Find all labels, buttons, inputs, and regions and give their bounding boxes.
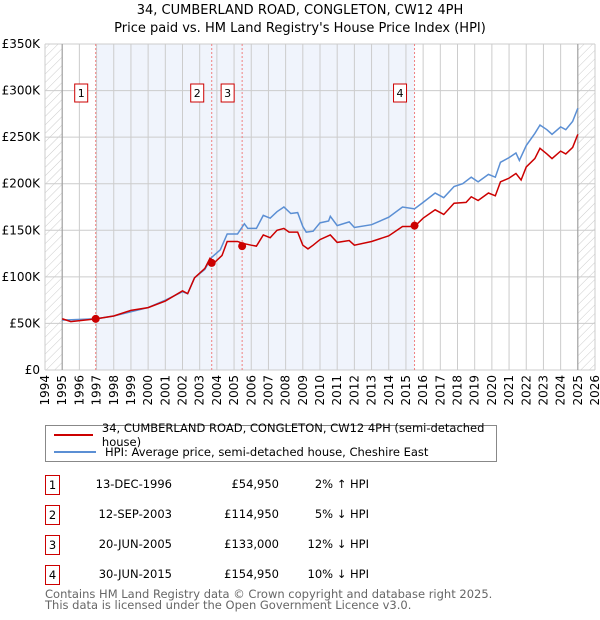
x-tick-label: 2016 bbox=[416, 375, 430, 406]
x-tick-label: 1995 bbox=[55, 375, 69, 406]
x-tick-label: 1994 bbox=[38, 375, 52, 406]
x-tick-label: 2014 bbox=[382, 375, 396, 406]
sale-price: £54,950 bbox=[231, 477, 279, 491]
x-tick-label: 2022 bbox=[519, 375, 533, 406]
sale-row: 3 20-JUN-2005 £133,000 12% ↓ HPI bbox=[45, 535, 445, 555]
x-tick-label: 2020 bbox=[485, 375, 499, 406]
x-tick-label: 2026 bbox=[588, 375, 600, 406]
sale-hpi-diff: 2% ↑ HPI bbox=[314, 477, 369, 491]
x-tick-label: 2011 bbox=[330, 375, 344, 406]
sale-date: 13-DEC-1996 bbox=[95, 477, 172, 491]
sale-number-badge: 4 bbox=[45, 565, 60, 585]
x-tick-label: 1999 bbox=[124, 375, 138, 406]
y-tick-label: £150K bbox=[2, 223, 42, 237]
x-tick-label: 2008 bbox=[279, 375, 293, 406]
x-tick-label: 2003 bbox=[193, 375, 207, 406]
sale-row: 2 12-SEP-2003 £114,950 5% ↓ HPI bbox=[45, 505, 445, 525]
x-tick-label: 2005 bbox=[227, 375, 241, 406]
legend-item-property: 34, CUMBERLAND ROAD, CONGLETON, CW12 4PH… bbox=[54, 421, 496, 449]
hpi-line bbox=[62, 107, 579, 321]
sale-hpi-diff: 12% ↓ HPI bbox=[307, 537, 369, 551]
sale-point bbox=[207, 258, 216, 267]
sale-number-badge: 3 bbox=[45, 535, 60, 555]
y-tick-label: £350K bbox=[2, 37, 42, 51]
sale-label-box bbox=[220, 83, 235, 103]
footer: Contains HM Land Registry data © Crown c… bbox=[45, 587, 493, 612]
x-tick-label: 2024 bbox=[554, 375, 568, 406]
x-tick-label: 2015 bbox=[399, 375, 413, 406]
hatched-region-after bbox=[577, 44, 595, 370]
x-tick-label: 2000 bbox=[141, 375, 155, 406]
sale-date: 30-JUN-2015 bbox=[98, 567, 172, 581]
sale-label-box bbox=[74, 83, 89, 103]
chart-title: 34, CUMBERLAND ROAD, CONGLETON, CW12 4PH… bbox=[0, 2, 600, 38]
y-tick-label: £300K bbox=[2, 84, 42, 98]
x-tick-label: 2006 bbox=[244, 375, 258, 406]
y-tick-label: £50K bbox=[9, 316, 41, 330]
x-tick-label: 2023 bbox=[536, 375, 550, 406]
x-tick-label: 2018 bbox=[451, 375, 465, 406]
legend-swatch-red bbox=[54, 434, 93, 436]
title-line: 34, CUMBERLAND ROAD, CONGLETON, CW12 4PH bbox=[136, 3, 464, 18]
sale-row: 1 13-DEC-1996 £54,950 2% ↑ HPI bbox=[45, 475, 445, 495]
footer-line: Contains HM Land Registry data © Crown c… bbox=[45, 587, 493, 601]
x-tick-label: 2017 bbox=[433, 375, 447, 406]
x-tick-label: 1998 bbox=[107, 375, 121, 406]
subtitle-line: Price paid vs. HM Land Registry's House … bbox=[114, 21, 486, 36]
legend-label: HPI: Average price, semi-detached house,… bbox=[105, 445, 429, 459]
legend: 34, CUMBERLAND ROAD, CONGLETON, CW12 4PH… bbox=[45, 421, 497, 462]
footer-line: This data is licensed under the Open Gov… bbox=[45, 598, 412, 612]
sale-point bbox=[410, 221, 419, 230]
sale-label-number: 4 bbox=[397, 87, 404, 100]
legend-item-hpi: HPI: Average price, semi-detached house,… bbox=[54, 444, 428, 460]
price-paid-line bbox=[61, 134, 579, 323]
sale-date: 20-JUN-2005 bbox=[98, 537, 172, 551]
x-tick-label: 2002 bbox=[176, 375, 190, 406]
x-tick-label: 2004 bbox=[210, 375, 224, 406]
x-tick-label: 2013 bbox=[365, 375, 379, 406]
sale-label-number: 2 bbox=[194, 87, 201, 100]
x-tick-label: 1997 bbox=[90, 375, 104, 406]
sale-date: 12-SEP-2003 bbox=[98, 507, 172, 521]
sale-price: £114,950 bbox=[224, 507, 279, 521]
sale-label-box bbox=[393, 83, 408, 103]
y-tick-label: £0 bbox=[25, 363, 40, 377]
sale-point bbox=[91, 314, 100, 323]
y-tick-label: £250K bbox=[2, 130, 42, 144]
sale-price: £154,950 bbox=[224, 567, 279, 581]
sale-price: £133,000 bbox=[224, 537, 279, 551]
sale-number-badge: 2 bbox=[45, 505, 60, 525]
sale-point bbox=[238, 242, 247, 251]
legend-swatch-blue bbox=[54, 451, 96, 453]
shaded-period bbox=[95, 44, 415, 370]
sale-hpi-diff: 5% ↓ HPI bbox=[314, 507, 369, 521]
x-tick-label: 2001 bbox=[158, 375, 172, 406]
x-tick-label: 2009 bbox=[296, 375, 310, 406]
sale-row: 4 30-JUN-2015 £154,950 10% ↓ HPI bbox=[45, 565, 445, 585]
sale-hpi-diff: 10% ↓ HPI bbox=[307, 567, 369, 581]
sale-label-number: 3 bbox=[224, 87, 231, 100]
y-tick-label: £100K bbox=[2, 270, 42, 284]
y-tick-label: £200K bbox=[2, 177, 42, 191]
x-tick-label: 2021 bbox=[502, 375, 516, 406]
x-tick-label: 2012 bbox=[347, 375, 361, 406]
sale-label-box bbox=[190, 83, 205, 103]
sale-label-number: 1 bbox=[78, 87, 85, 100]
x-tick-label: 2019 bbox=[468, 375, 482, 406]
price-chart: 1994 1995 1996 1997 1998 1999 2000 2001 2002 2003… bbox=[2, 37, 600, 406]
x-tick-label: 2025 bbox=[571, 375, 585, 406]
x-tick-label: 1996 bbox=[72, 375, 86, 406]
hatched-region-before bbox=[45, 44, 63, 370]
legend-label: 34, CUMBERLAND ROAD, CONGLETON, CW12 4PH… bbox=[101, 421, 485, 449]
x-tick-label: 2007 bbox=[261, 375, 275, 406]
x-tick-label: 2010 bbox=[313, 375, 327, 406]
sale-number-badge: 1 bbox=[45, 475, 60, 495]
